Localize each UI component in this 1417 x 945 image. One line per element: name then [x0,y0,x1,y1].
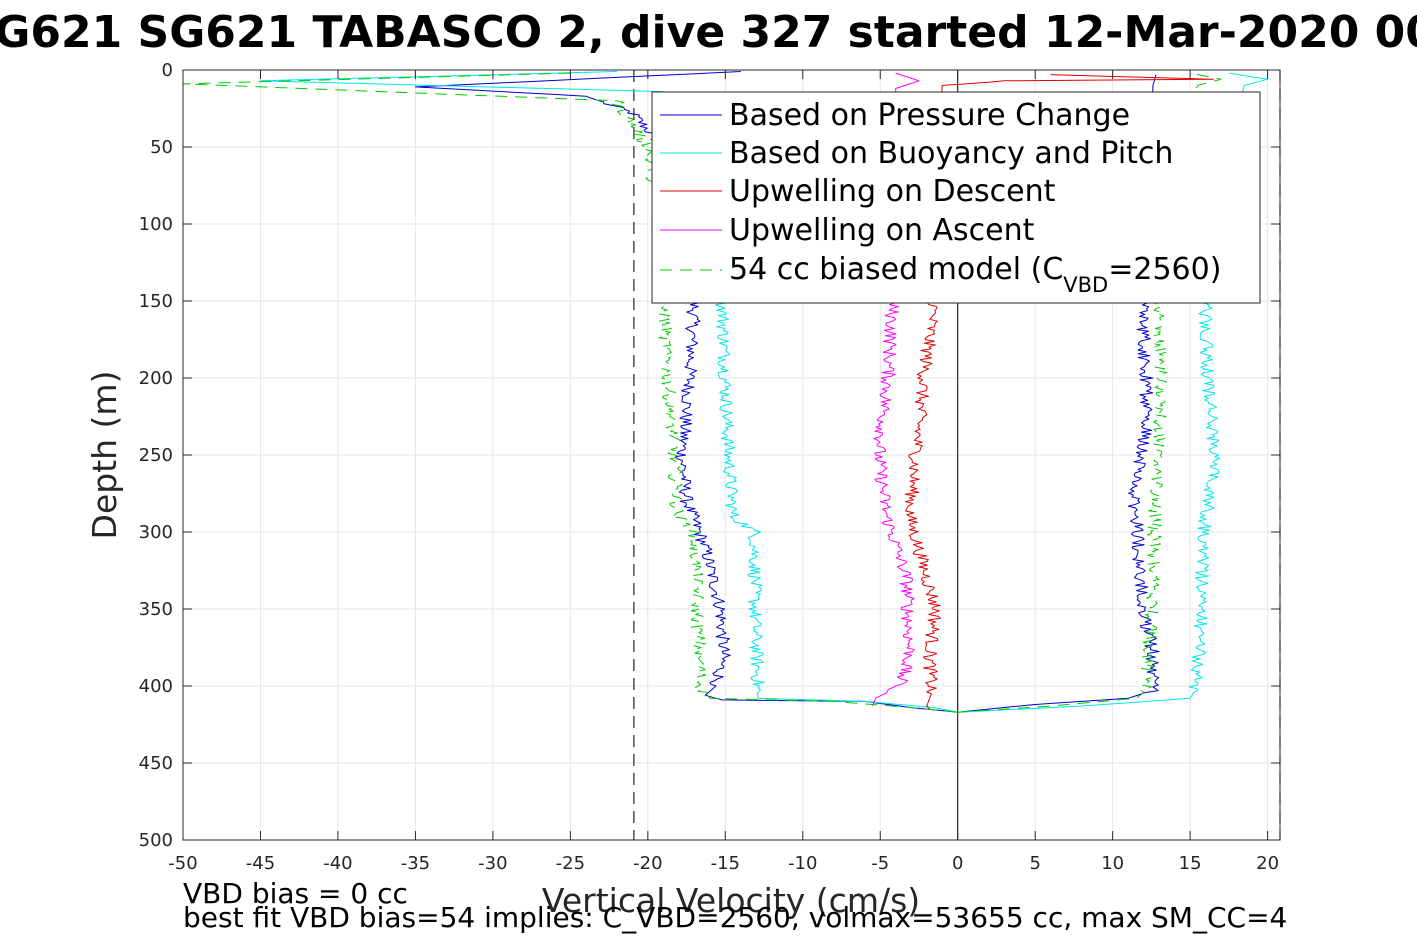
y-tick-label: 100 [139,214,173,235]
legend-box [651,91,1261,304]
annotation-best-fit: best fit VBD bias=54 implies: C_VBD=2560… [183,901,1287,934]
legend-label-pressure: Based on Pressure Change [729,98,1130,133]
x-tick-label: -35 [401,853,430,874]
legend-label-biased-model-suffix: =2560) [1108,252,1221,287]
x-tick-label: 15 [1179,853,1202,874]
y-tick-label: 500 [139,830,173,851]
x-tick-label: -20 [633,853,662,874]
y-tick-label: 450 [139,753,173,774]
y-tick-label: 200 [139,368,173,389]
legend-label-biased-model: 54 cc biased model (CVBD=2560) [729,252,1221,297]
annotation-vbd-bias: VBD bias = 0 cc [183,877,408,910]
y-tick-label: 50 [150,137,173,158]
x-axis-label: Vertical Velocity (cm/s) [542,881,920,920]
x-tick-label: -40 [323,853,352,874]
legend-entry-buoyancy: Based on Buoyancy and Pitch [660,136,1173,171]
legend-label-upwelling-ascent: Upwelling on Ascent [729,213,1035,248]
y-tick-label: 250 [139,445,173,466]
legend: Based on Pressure Change Based on Buoyan… [651,91,1261,304]
legend-entry-upwelling-ascent: Upwelling on Ascent [660,213,1035,248]
y-tick-label: 300 [139,522,173,543]
x-tick-label: 20 [1256,853,1279,874]
legend-label-buoyancy: Based on Buoyancy and Pitch [729,136,1173,171]
y-tick-label: 0 [162,60,173,81]
x-tick-label: -5 [871,853,889,874]
x-tick-label: -10 [788,853,817,874]
x-tick-label: -30 [478,853,507,874]
x-tick-label: -45 [246,853,275,874]
x-tick-label: -50 [168,853,197,874]
legend-label-upwelling-descent: Upwelling on Descent [729,174,1056,209]
y-axis-label: Depth (m) [85,371,124,540]
x-tick-label: 10 [1101,853,1124,874]
x-tick-label: 0 [952,853,963,874]
legend-entry-biased-model: 54 cc biased model (CVBD=2560) [660,252,1221,297]
legend-entry-upwelling-descent: Upwelling on Descent [660,174,1056,209]
y-tick-label: 150 [139,291,173,312]
x-tick-label: -25 [556,853,585,874]
y-tick-label: 350 [139,599,173,620]
legend-entry-pressure: Based on Pressure Change [660,98,1130,133]
legend-label-biased-model-subscript: VBD [1063,273,1108,297]
legend-label-biased-model-prefix: 54 cc biased model (C [729,252,1063,287]
x-tick-label: -15 [711,853,740,874]
series-line-4-descent [182,72,958,713]
y-tick-label: 400 [139,676,173,697]
chart-title: SG621 SG621 TABASCO 2, dive 327 started … [0,7,1417,58]
ticks: -50 -45 -40 -35 -30 -25 -20 -15 -10 -5 0 5 10 15 20050… [139,60,1280,874]
x-tick-label: 5 [1029,853,1040,874]
